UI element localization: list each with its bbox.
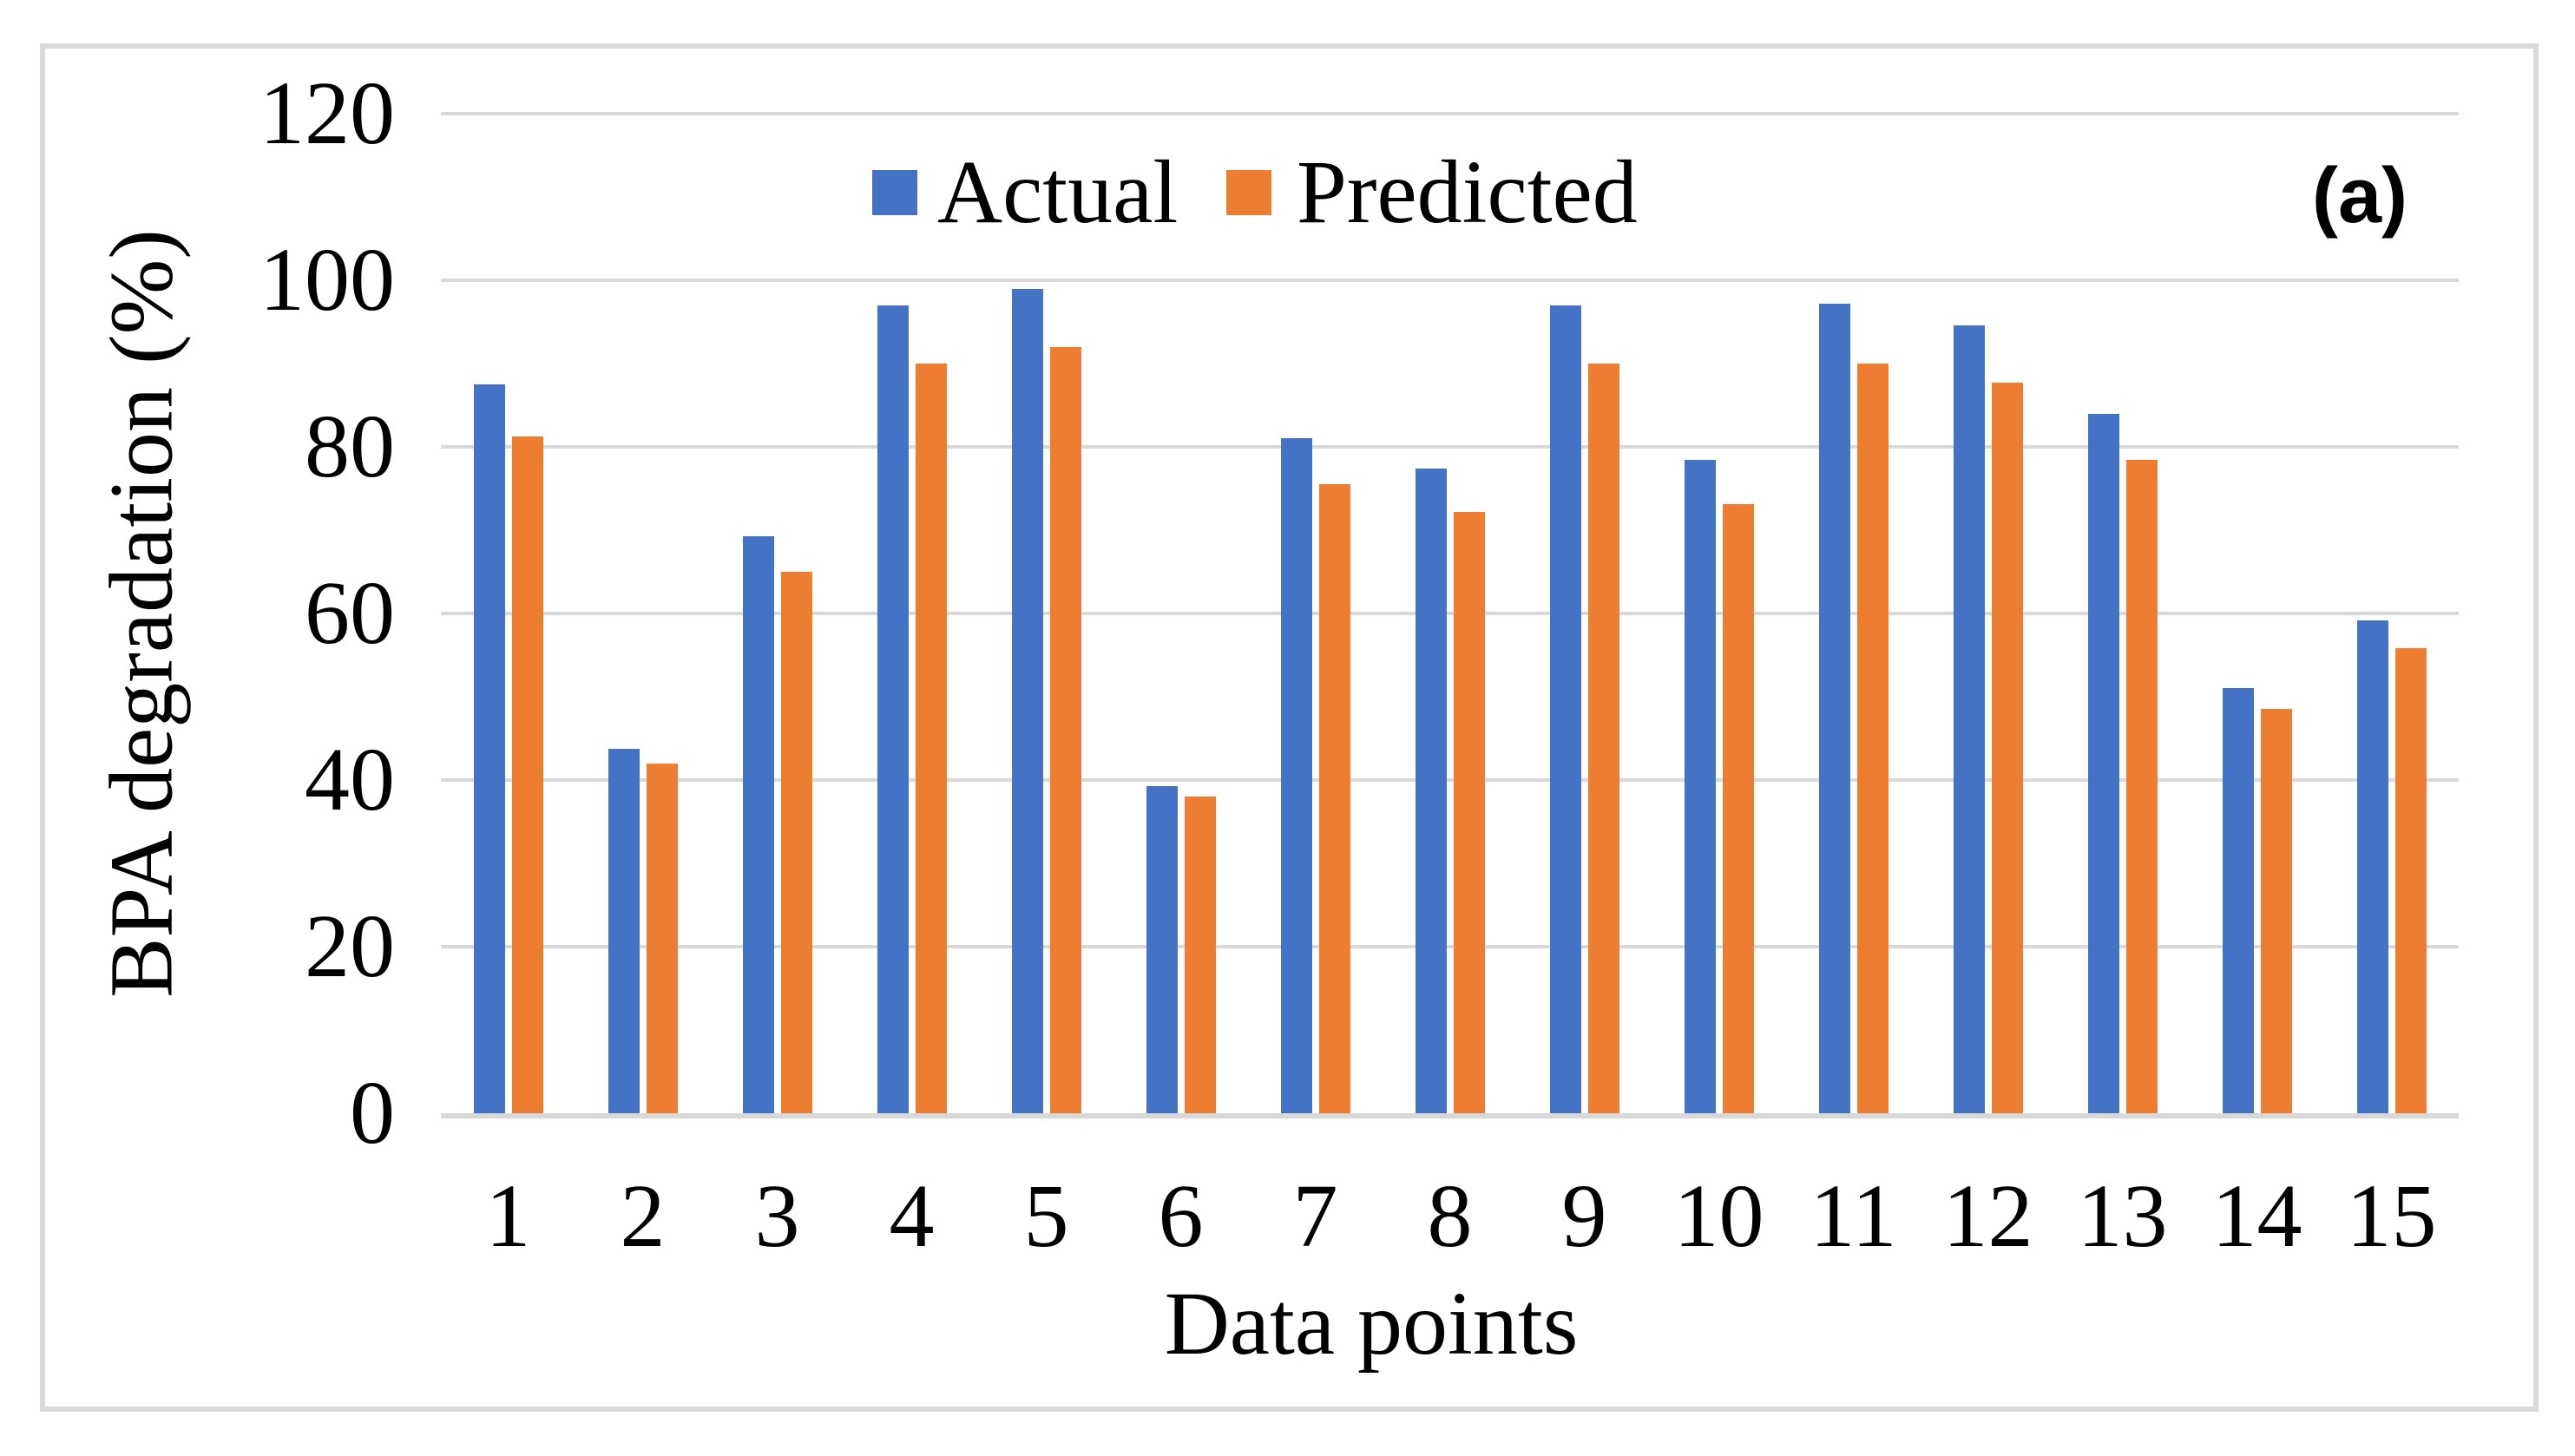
x-tick-label-7: 7 <box>1292 1166 1338 1266</box>
y-axis-title: BPA degradation (%) <box>91 229 192 998</box>
x-tick-label-4: 4 <box>889 1166 935 1266</box>
x-axis-title: Data points <box>1164 1274 1579 1374</box>
x-tick-label-6: 6 <box>1158 1166 1204 1266</box>
bar-predicted-13 <box>2125 460 2158 1113</box>
bar-predicted-7 <box>1318 484 1350 1113</box>
bar-actual-9 <box>1549 305 1581 1113</box>
legend-swatch-actual <box>872 170 917 215</box>
legend-label-predicted: Predicted <box>1297 142 1638 242</box>
bar-actual-7 <box>1280 438 1312 1113</box>
bar-predicted-1 <box>511 436 543 1113</box>
bar-predicted-15 <box>2394 648 2427 1113</box>
bar-predicted-2 <box>646 763 678 1113</box>
y-tick-label-60: 60 <box>305 563 395 663</box>
bar-actual-12 <box>1953 325 1985 1113</box>
y-tick-label-80: 80 <box>305 397 395 496</box>
x-tick-label-15: 15 <box>2346 1166 2437 1266</box>
gridline-40 <box>441 778 2459 782</box>
y-tick-label-0: 0 <box>350 1063 395 1163</box>
bar-actual-5 <box>1011 288 1043 1113</box>
bar-predicted-9 <box>1587 364 1619 1113</box>
bar-predicted-14 <box>2260 709 2292 1113</box>
legend-label-actual: Actual <box>937 142 1179 242</box>
bar-actual-14 <box>2222 688 2254 1113</box>
y-tick-label-100: 100 <box>259 230 395 330</box>
gridline-120 <box>441 112 2459 115</box>
y-tick-label-40: 40 <box>305 730 395 830</box>
bar-predicted-5 <box>1049 346 1081 1113</box>
bar-predicted-4 <box>915 364 947 1113</box>
bar-actual-6 <box>1146 785 1178 1113</box>
bar-actual-4 <box>877 305 909 1113</box>
gridline-60 <box>441 612 2459 615</box>
bar-actual-3 <box>742 535 774 1113</box>
gridline-0 <box>441 1113 2459 1118</box>
bar-actual-1 <box>473 384 505 1113</box>
gridline-100 <box>441 279 2459 282</box>
bar-predicted-11 <box>1856 364 1889 1113</box>
panel-label: (a) <box>2312 153 2407 239</box>
legend-swatch-predicted <box>1226 170 1271 215</box>
gridline-80 <box>441 445 2459 449</box>
bar-predicted-10 <box>1722 504 1754 1113</box>
bar-predicted-3 <box>780 572 812 1113</box>
bar-predicted-12 <box>1991 383 2023 1113</box>
x-tick-label-1: 1 <box>485 1166 531 1266</box>
bar-actual-8 <box>1415 468 1447 1113</box>
x-tick-label-12: 12 <box>1942 1166 2033 1266</box>
x-tick-label-2: 2 <box>620 1166 666 1266</box>
bar-predicted-8 <box>1453 511 1485 1113</box>
x-tick-label-13: 13 <box>2077 1166 2168 1266</box>
x-tick-label-10: 10 <box>1673 1166 1764 1266</box>
bar-actual-11 <box>1818 303 1850 1113</box>
y-tick-label-20: 20 <box>305 896 395 996</box>
bar-actual-15 <box>2356 620 2388 1113</box>
x-tick-label-11: 11 <box>1810 1166 1897 1266</box>
x-tick-label-8: 8 <box>1427 1166 1473 1266</box>
x-tick-label-3: 3 <box>754 1166 800 1266</box>
bar-predicted-6 <box>1184 797 1216 1113</box>
gridline-20 <box>441 945 2459 948</box>
x-tick-label-9: 9 <box>1561 1166 1607 1266</box>
figure-border <box>40 43 2539 1412</box>
bar-actual-2 <box>608 749 640 1113</box>
x-tick-label-5: 5 <box>1023 1166 1069 1266</box>
bar-actual-10 <box>1684 460 1716 1113</box>
bar-actual-13 <box>2087 413 2119 1113</box>
x-tick-label-14: 14 <box>2211 1166 2302 1266</box>
y-tick-label-120: 120 <box>259 63 395 163</box>
